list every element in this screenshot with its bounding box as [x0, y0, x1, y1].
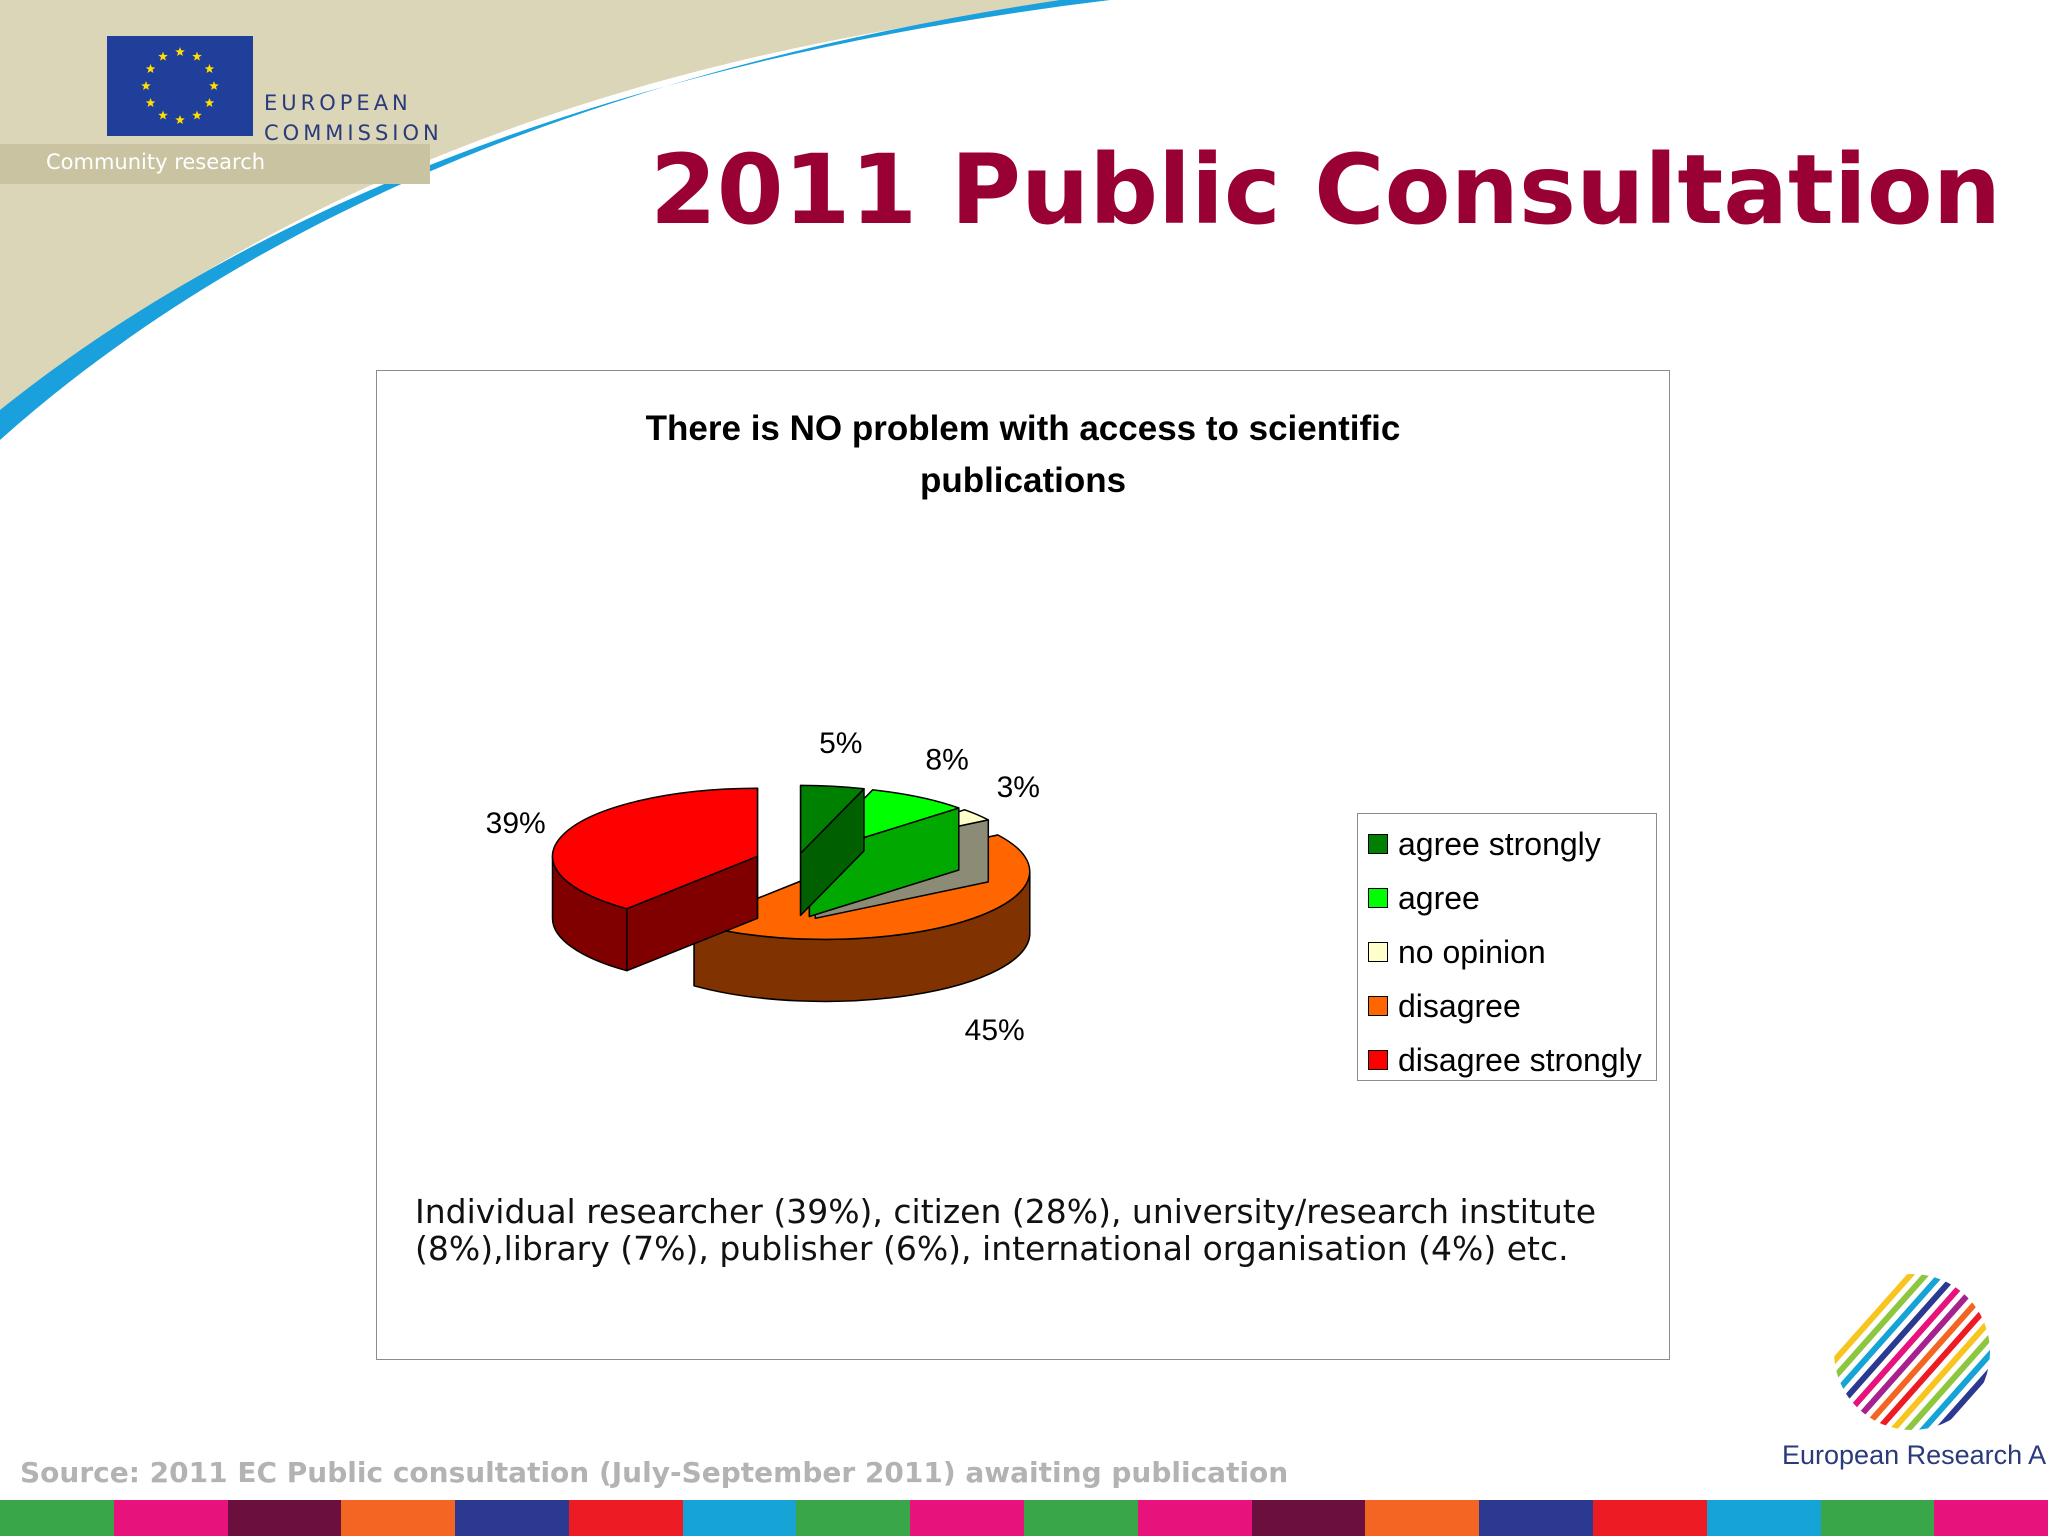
legend-label: disagree strongly — [1398, 1041, 1642, 1078]
legend-label: no opinion — [1398, 933, 1546, 970]
header-band — [0, 0, 1110, 420]
legend-item-agree: agree — [1368, 878, 1480, 918]
data-label-no-opinion: 3% — [997, 771, 1040, 804]
era-stripe — [1834, 1274, 1955, 1430]
data-label-agree-strongly: 5% — [819, 727, 862, 760]
legend-label: disagree — [1398, 987, 1521, 1024]
pie-slice-agree-strongly — [799, 784, 865, 917]
org-line-1: EUROPEAN — [264, 91, 412, 115]
footer-stripe — [1137, 1500, 1252, 1536]
eu-star — [209, 81, 219, 90]
legend-item-agree-strongly: agree strongly — [1368, 824, 1601, 864]
footer-stripe — [1592, 1500, 1707, 1536]
chart-title-line-2: publications — [919, 461, 1127, 500]
footer-stripe — [910, 1500, 1025, 1536]
chart-legend: agree strongly agree no opinion disagree… — [1357, 813, 1657, 1081]
footer-stripe — [0, 1500, 114, 1536]
era-stripe — [1924, 1274, 1990, 1430]
legend-item-disagree: disagree — [1368, 986, 1521, 1026]
chart-title: There is NO problem with access to scien… — [377, 403, 1669, 507]
org-line-2: COMMISSION — [264, 121, 443, 145]
footer-stripe — [796, 1500, 911, 1536]
eu-star — [158, 51, 168, 61]
footer-stripe — [682, 1500, 797, 1536]
legend-swatch — [1368, 996, 1388, 1016]
eu-star — [192, 51, 202, 61]
eu-star — [158, 110, 168, 120]
community-research-label: Community research — [46, 150, 266, 174]
community-band — [0, 144, 430, 184]
chart-frame: There is NO problem with access to scien… — [376, 370, 1670, 1360]
footer-stripe — [341, 1500, 456, 1536]
legend-item-disagree-strongly: disagree strongly — [1368, 1040, 1642, 1080]
legend-swatch — [1368, 888, 1388, 908]
legend-swatch — [1368, 942, 1388, 962]
era-stripe — [1909, 1274, 1990, 1430]
pie-slice-top — [551, 787, 759, 910]
eu-star — [204, 64, 215, 73]
pie-chart: 5% 8% 3% 45% 39% — [486, 727, 1040, 1047]
header-decoration — [0, 0, 1110, 440]
respondents-note: Individual researcher (39%), citizen (28… — [415, 1192, 1597, 1268]
eu-star — [175, 115, 185, 124]
eu-star — [192, 110, 202, 120]
era-stripe — [1879, 1274, 1990, 1430]
org-name: EUROPEAN COMMISSION — [264, 88, 443, 148]
footer-stripe — [1706, 1500, 1821, 1536]
footer-stripe — [1251, 1500, 1366, 1536]
eu-star — [145, 64, 156, 73]
footer-stripe — [1934, 1500, 2048, 1536]
era-stripe — [1834, 1274, 1925, 1430]
pie-slice-disagree-strongly — [551, 787, 759, 972]
era-stripe — [1864, 1274, 1990, 1430]
footer-stripe — [1365, 1500, 1480, 1536]
footer-stripe — [1024, 1500, 1138, 1536]
pie-slice-top — [799, 784, 865, 855]
page-title: 2011 Public Consultation — [650, 134, 2002, 246]
eu-star — [204, 98, 215, 107]
era-logo — [1834, 1274, 1990, 1430]
footer-stripe — [1479, 1500, 1593, 1536]
legend-label: agree strongly — [1398, 825, 1601, 862]
source-note: Source: 2011 EC Public consultation (Jul… — [20, 1456, 1289, 1489]
era-stripe — [1894, 1274, 1990, 1430]
era-label: European Research Area — [1782, 1440, 2048, 1470]
footer-stripe — [568, 1500, 683, 1536]
era-stripe — [1834, 1274, 1940, 1430]
era-stripes — [1834, 1274, 1990, 1430]
footer-stripe — [455, 1500, 569, 1536]
eu-star — [175, 47, 185, 56]
eu-stars — [141, 47, 219, 124]
footer-stripe — [113, 1500, 228, 1536]
eu-star — [145, 98, 156, 107]
eu-star — [141, 81, 151, 90]
legend-swatch — [1368, 1050, 1388, 1070]
footer-color-bar — [0, 1500, 2048, 1536]
legend-swatch — [1368, 834, 1388, 854]
legend-label: agree — [1398, 879, 1480, 916]
footer-stripe — [1820, 1500, 1935, 1536]
era-stripe — [1834, 1274, 1970, 1430]
data-label-disagree: 45% — [965, 1014, 1025, 1047]
data-label-agree: 8% — [925, 744, 968, 777]
footer-stripe — [227, 1500, 342, 1536]
legend-item-no-opinion: no opinion — [1368, 932, 1546, 972]
chart-title-line-1: There is NO problem with access to scien… — [645, 409, 1401, 448]
data-label-disagree-strongly: 39% — [486, 807, 546, 840]
